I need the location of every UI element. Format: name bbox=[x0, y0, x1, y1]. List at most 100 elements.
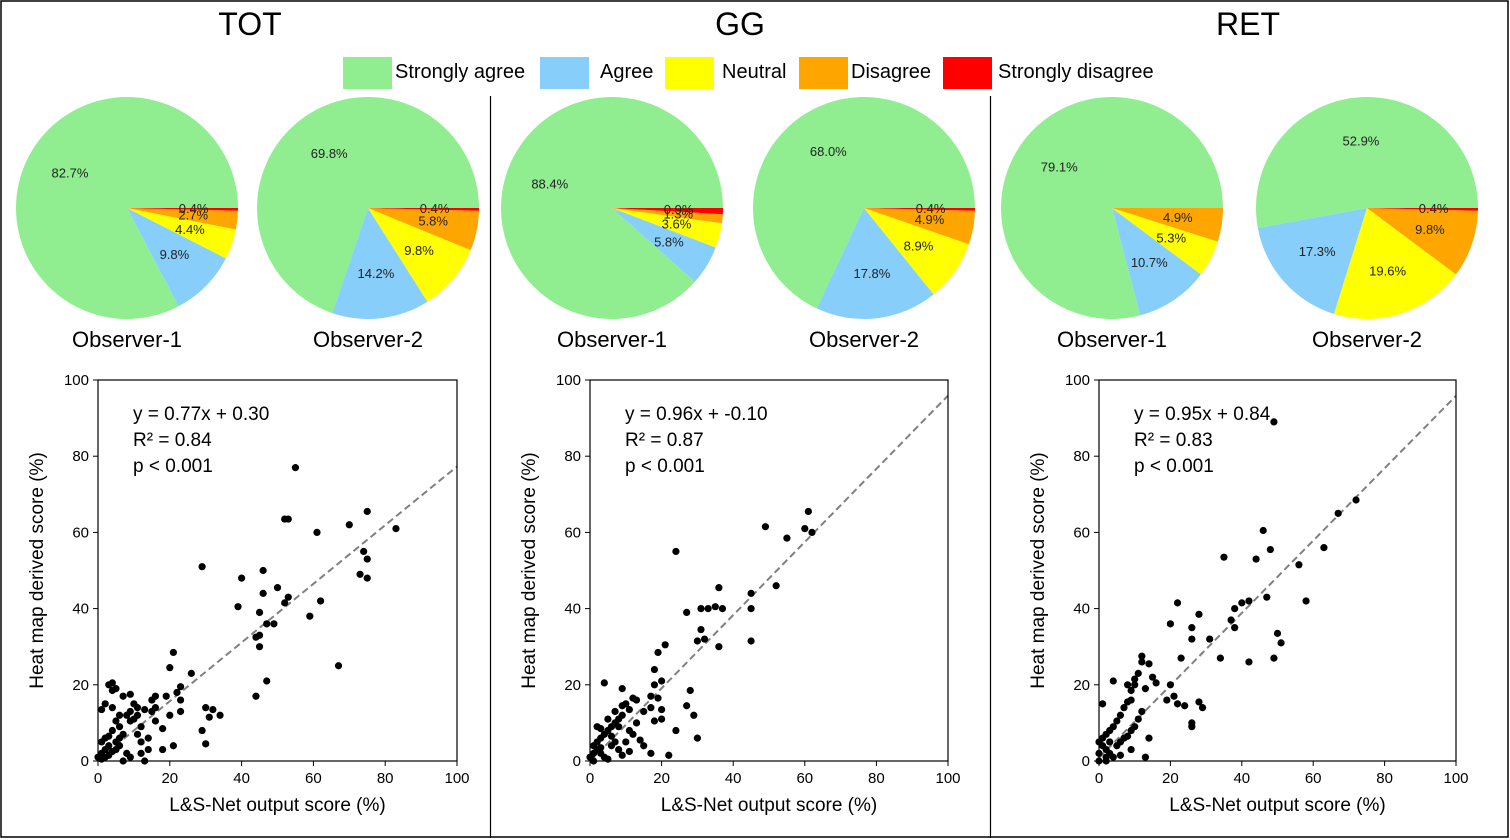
legend-label-strongly-agree: Strongly agree bbox=[395, 61, 526, 83]
pie-label-disagree: 4.9% bbox=[1163, 210, 1193, 225]
scatter-point bbox=[108, 726, 116, 735]
scatter-point bbox=[1195, 698, 1203, 706]
pie-label-neutral: 8.9% bbox=[904, 238, 934, 253]
scatter-point bbox=[133, 711, 142, 719]
scatter-point bbox=[1113, 742, 1121, 750]
scatter-point bbox=[1127, 726, 1135, 735]
scatter-point bbox=[1231, 605, 1239, 613]
pie-label-agree: 9.8% bbox=[160, 247, 190, 262]
scatter-point bbox=[1138, 658, 1146, 666]
scatter-point bbox=[650, 665, 659, 674]
pie-slice-strongly-disagree bbox=[368, 208, 479, 211]
panel-title-ret: RET bbox=[1216, 6, 1280, 42]
pie-slice-disagree bbox=[368, 208, 479, 251]
scatter-point bbox=[1113, 717, 1121, 725]
pie-label-neutral: 19.6% bbox=[1369, 263, 1406, 278]
pie-label-agree: 14.2% bbox=[357, 266, 394, 281]
scatter-point bbox=[173, 688, 181, 697]
scatter-point bbox=[1123, 681, 1132, 689]
x-tick-label: 80 bbox=[377, 770, 394, 787]
scatter-point bbox=[216, 711, 224, 719]
scatter-point bbox=[1102, 753, 1110, 761]
scatter-point bbox=[650, 717, 659, 725]
x-tick-label: 60 bbox=[796, 770, 813, 787]
fit-line bbox=[97, 465, 458, 761]
x-tick-label: 20 bbox=[161, 770, 178, 787]
pie-slice-neutral bbox=[864, 208, 969, 295]
x-tick-label: 80 bbox=[1376, 770, 1393, 787]
scatter-point bbox=[263, 677, 271, 685]
y-tick-label: 20 bbox=[72, 677, 89, 694]
scatter-point bbox=[1266, 545, 1274, 554]
scatter-point bbox=[801, 524, 809, 533]
pie-label-strongly-agree: 88.4% bbox=[531, 176, 568, 191]
pie-observer-label: Observer-1 bbox=[72, 327, 182, 352]
scatter-point bbox=[291, 464, 300, 472]
scatter-point bbox=[144, 734, 152, 742]
scatter-point bbox=[640, 742, 648, 750]
scatter-point bbox=[1206, 635, 1214, 643]
pie-slice-neutral bbox=[1112, 208, 1218, 275]
scatter-point bbox=[697, 605, 705, 613]
regression-annotation: p < 0.001 bbox=[133, 456, 213, 477]
legend: Strongly agree Agree Neutral Disagree St… bbox=[343, 57, 1173, 91]
scatter-point bbox=[1231, 624, 1239, 632]
scatter-point bbox=[255, 643, 264, 651]
scatter-point bbox=[105, 681, 113, 689]
scatter-point bbox=[589, 749, 598, 757]
scatter-point bbox=[693, 637, 702, 645]
y-axis-label: Heat map derived score (%) bbox=[1028, 452, 1049, 689]
legend-label-disagree: Disagree bbox=[851, 61, 932, 83]
y-tick-label: 60 bbox=[564, 524, 581, 541]
x-tick-label: 60 bbox=[1305, 770, 1322, 787]
scatter-point bbox=[1220, 553, 1228, 561]
y-axis-label: Heat map derived score (%) bbox=[27, 452, 48, 689]
scatter-point bbox=[363, 507, 371, 516]
scatter-point bbox=[1352, 496, 1360, 504]
scatter-point bbox=[697, 625, 705, 634]
regression-annotation: p < 0.001 bbox=[1134, 456, 1214, 477]
pie-label-neutral: 4.4% bbox=[175, 222, 205, 237]
scatter-point bbox=[747, 589, 755, 597]
scatter-point bbox=[137, 749, 145, 757]
pie-slice-disagree bbox=[1112, 208, 1223, 242]
scatter-point bbox=[1295, 561, 1303, 569]
scatter-point bbox=[363, 574, 371, 582]
y-tick-label: 60 bbox=[72, 524, 89, 541]
scatter-point bbox=[1302, 597, 1310, 605]
pie-slice-disagree bbox=[612, 208, 723, 224]
scatter-point bbox=[1188, 624, 1196, 632]
pie-slice-agree bbox=[612, 208, 716, 282]
scatter-point bbox=[747, 637, 755, 645]
scatter-point bbox=[632, 696, 641, 704]
scatter-point bbox=[647, 749, 655, 757]
scatter-point bbox=[1109, 677, 1117, 685]
regression-annotation: y = 0.96x + -0.10 bbox=[625, 404, 768, 425]
scatter-point bbox=[600, 679, 608, 687]
y-tick-label: 60 bbox=[1073, 524, 1090, 541]
scatter-point bbox=[636, 736, 644, 744]
scatter-point bbox=[1116, 751, 1125, 759]
scatter-point bbox=[618, 685, 626, 693]
pie-label-disagree: 2.7% bbox=[178, 207, 208, 222]
y-tick-label: 80 bbox=[564, 448, 581, 465]
scatter-point bbox=[234, 603, 242, 611]
legend-label-strongly-disagree: Strongly disagree bbox=[998, 61, 1154, 83]
pie-observer-label: Observer-1 bbox=[557, 327, 667, 352]
pie-observer-label: Observer-2 bbox=[1312, 327, 1422, 352]
pie-slice-disagree bbox=[127, 208, 238, 230]
scatter-point bbox=[693, 734, 702, 742]
plot-frame bbox=[1098, 379, 1457, 762]
scatter-point bbox=[615, 745, 623, 754]
scatter-point bbox=[306, 612, 314, 620]
scatter-point bbox=[126, 717, 134, 725]
scatter-point bbox=[1166, 681, 1174, 689]
scatter-point bbox=[281, 599, 289, 607]
scatter-point bbox=[316, 597, 325, 605]
legend-swatch-strongly-agree bbox=[343, 57, 392, 89]
regression-annotation: p < 0.001 bbox=[625, 456, 705, 477]
scatter-point bbox=[1098, 700, 1107, 708]
scatter-point bbox=[804, 507, 812, 516]
pie-slice-strongly-disagree bbox=[864, 208, 975, 211]
